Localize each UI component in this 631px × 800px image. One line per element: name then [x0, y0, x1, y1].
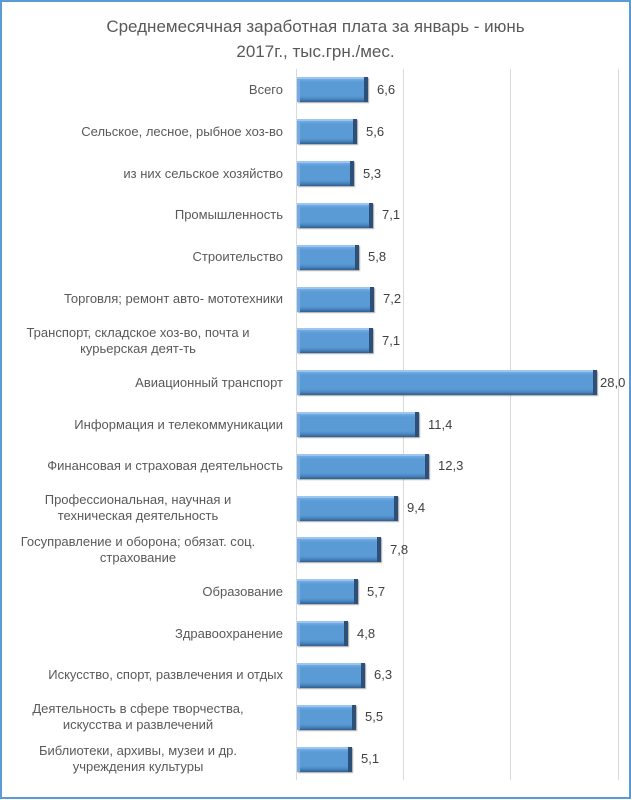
category-label: Транспорт, складское хоз-во, почта и курь…: [0, 325, 283, 357]
chart-title: Среднемесячная заработная плата за январ…: [0, 14, 631, 64]
value-label: 5,5: [365, 709, 384, 724]
category-label: Промышленность: [0, 207, 283, 223]
category-label-line: Сельское, лесное, рыбное хоз-во: [81, 124, 283, 139]
value-label: 5,6: [366, 124, 385, 139]
bar: [297, 621, 348, 646]
bar: [297, 370, 597, 395]
value-label: 28,0: [600, 375, 626, 390]
chart-title-line-2: 2017г., тыс.грн./мес.: [236, 42, 395, 61]
value-label: 12,3: [438, 458, 464, 473]
category-label: Авиационный транспорт: [0, 375, 283, 391]
category-label: Госуправление и оборона; обязат. соц. стр…: [0, 534, 283, 566]
category-label: Искусство, спорт, развлечения и отдых: [0, 667, 283, 683]
bar: [297, 496, 398, 521]
category-label-line: Искусство, спорт, развлечения и отдых: [48, 667, 283, 682]
category-label-line: страхование: [99, 550, 177, 565]
category-label-line: Профессиональная, научная и: [44, 492, 232, 507]
category-label-line: учреждения культуры: [72, 759, 204, 774]
category-label: Всего: [0, 82, 283, 98]
chart-title-line-1: Среднемесячная заработная плата за январ…: [106, 17, 525, 36]
bar: [297, 287, 374, 312]
category-label-line: техническая деятельность: [57, 508, 219, 523]
bar: [297, 454, 429, 479]
category-axis-line: [296, 69, 297, 780]
bar: [297, 412, 419, 437]
value-label: 7,2: [383, 291, 402, 306]
bar: [297, 579, 358, 604]
category-label-line: из них сельское хозяйство: [123, 166, 283, 181]
value-label: 7,8: [390, 542, 409, 557]
plot-area: Всего 6,6 Сельское, лесное, рыбное хоз-во 5…: [0, 69, 631, 780]
category-label: Сельское, лесное, рыбное хоз-во: [0, 124, 283, 140]
gridline: [618, 69, 619, 780]
value-label: 11,4: [428, 417, 453, 432]
bar: [297, 245, 359, 270]
category-label: Деятельность в сфере творчества, искусств…: [0, 701, 283, 733]
bar: [297, 705, 356, 730]
bar: [297, 328, 373, 353]
category-label-line: Информация и телекоммуникации: [74, 417, 283, 432]
category-label: Информация и телекоммуникации: [0, 417, 283, 433]
category-label: Торговля; ремонт авто- мототехники: [0, 291, 283, 307]
category-label-line: Транспорт, складское хоз-во, почта и: [26, 325, 250, 340]
bar: [297, 663, 365, 688]
category-label: Здравоохранение: [0, 626, 283, 642]
value-label: 4,8: [357, 626, 376, 641]
value-label: 7,1: [382, 207, 401, 222]
category-label-line: искусства и развлечений: [62, 717, 214, 732]
bar: [297, 77, 368, 102]
bar: [297, 161, 354, 186]
value-label: 5,3: [363, 166, 382, 181]
category-label-line: Библиотеки, архивы, музеи и др.: [38, 743, 237, 758]
category-label: из них сельское хозяйство: [0, 166, 283, 182]
category-label-line: Всего: [248, 82, 283, 97]
gridline: [510, 69, 511, 780]
category-label: Финансовая и страховая деятельность: [0, 458, 283, 474]
category-label-line: Торговля; ремонт авто- мототехники: [63, 291, 283, 306]
category-label-line: Строительство: [192, 249, 283, 264]
category-label: Образование: [0, 584, 283, 600]
value-label: 5,8: [368, 249, 387, 264]
category-label-line: Промышленность: [174, 207, 283, 222]
category-label-line: Здравоохранение: [174, 626, 283, 641]
category-label: Профессиональная, научная и техническая д…: [0, 492, 283, 524]
bar: [297, 203, 373, 228]
category-label-line: Деятельность в сфере творчества,: [32, 701, 244, 716]
category-label-line: курьерская деят-ть: [80, 341, 196, 356]
category-label: Строительство: [0, 249, 283, 265]
bar: [297, 119, 357, 144]
value-label: 7,1: [382, 333, 401, 348]
value-label: 6,6: [377, 82, 396, 97]
category-label-line: Образование: [202, 584, 283, 599]
value-label: 5,7: [367, 584, 386, 599]
value-label: 6,3: [374, 667, 393, 682]
value-label: 9,4: [407, 500, 426, 515]
category-label-line: Госуправление и оборона; обязат. соц.: [20, 534, 256, 549]
category-label: Библиотеки, архивы, музеи и др. учреждени…: [0, 743, 283, 775]
value-label: 5,1: [361, 751, 380, 766]
bar: [297, 537, 381, 562]
category-label-line: Финансовая и страховая деятельность: [47, 458, 283, 473]
bar: [297, 747, 352, 772]
category-label-line: Авиационный транспорт: [135, 375, 283, 390]
